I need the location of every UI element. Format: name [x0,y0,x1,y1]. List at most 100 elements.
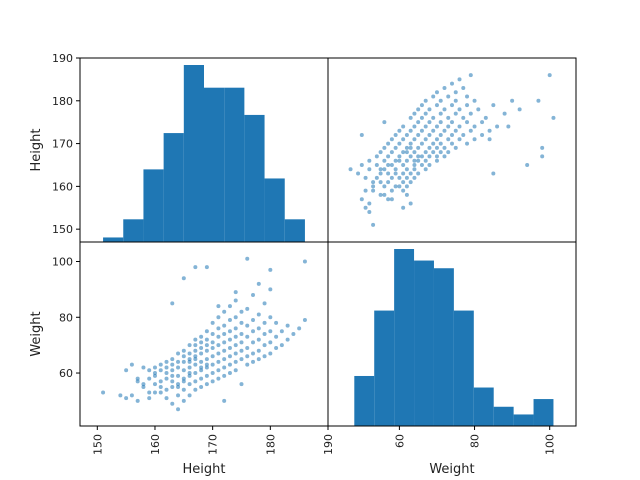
scatter-point-bottom [193,379,198,384]
scatter-point-top [371,222,376,227]
scatter-point-top [386,154,391,159]
scatter-point-bottom [141,382,146,387]
scatter-point-bottom [176,359,181,364]
scatter-point-top [434,103,439,108]
scatter-point-bottom [152,390,157,395]
scatter-point-bottom [245,362,250,367]
weight-hist-bar [533,399,554,426]
scatter-point-bottom [227,304,232,309]
scatter-point-top [359,162,364,167]
ytick-label-height: 190 [52,52,73,65]
scatter-point-top [401,150,406,155]
scatter-point-bottom [147,368,152,373]
scatter-point-top [374,154,379,159]
scatter-point-bottom [262,301,267,306]
scatter-point-bottom [181,387,186,392]
scatter-point-bottom [193,348,198,353]
scatter-point-top [397,184,402,189]
scatter-point-top [434,158,439,163]
scatter-point-bottom [170,362,175,367]
scatter-point-bottom [227,354,232,359]
scatter-point-top [359,197,364,202]
height-hist-bar [224,87,245,242]
scatter-point-top [412,150,417,155]
scatter-point-bottom [262,354,267,359]
scatter-point-top [412,175,417,180]
scatter-point-top [438,133,443,138]
scatter-point-bottom [187,359,192,364]
scatter-point-bottom [274,345,279,350]
scatter-point-top [547,73,552,78]
scatter-point-bottom [245,345,250,350]
scatter-point-top [419,141,424,146]
scatter-point-top [450,120,454,125]
scatter-point-bottom [239,309,244,314]
scatter-point-top [431,128,436,133]
height-hist-bar [244,114,265,242]
scatter-point-top [401,162,406,167]
scatter-point-bottom [158,390,163,395]
xtick-label-weight: 80 [469,434,482,448]
scatter-point-bottom [164,396,169,401]
scatter-point-bottom [245,256,250,261]
scatter-point-bottom [262,332,267,336]
scatter-point-bottom [210,379,215,384]
scatter-point-top [446,94,451,99]
weight-hist-bar [394,249,415,426]
scatter-point-top [495,124,500,129]
scatter-point-top [374,175,379,180]
scatter-point-bottom [181,276,186,281]
scatter-point-bottom [222,323,227,328]
scatter-point-bottom [216,304,221,309]
scatter-point-bottom [204,365,209,370]
scatter-point-bottom [181,354,186,359]
scatter-point-top [450,103,454,108]
scatter-point-bottom [199,368,204,373]
scatter-point-bottom [245,306,250,311]
scatter-point-top [408,180,413,185]
weight-hist-bar [513,414,534,426]
scatter-point-top [423,111,428,116]
height-histogram-panel [103,65,305,242]
scatter-point-bottom [268,287,273,292]
scatter-point-top [491,171,496,176]
scatter-point-top [480,120,485,125]
scatter-point-bottom [210,362,215,367]
scatter-point-top [371,180,376,185]
scatter-point-bottom [181,359,186,364]
scatter-point-top [359,133,364,138]
scatter-point-top [356,171,361,176]
scatter-point-top [468,128,473,133]
scatter-point-top [551,115,556,120]
scatter-point-bottom [256,337,261,342]
xtick-label-height: 150 [91,434,104,455]
scatter-point-bottom [216,368,221,373]
scatter-point-top [446,115,451,120]
xlabel-weight: Weight [429,462,474,477]
scatter-point-bottom [251,292,256,297]
scatter-point-bottom [216,315,221,320]
scatter-point-top [416,145,421,150]
scatter-point-top [401,188,406,193]
scatter-point-bottom [158,362,163,367]
scatter-point-bottom [129,362,134,367]
scatter-point-top [397,158,402,163]
scatter-point-bottom [233,298,238,303]
scatter-point-top [404,167,409,172]
scatter-point-top [393,167,398,172]
scatter-point-bottom [239,357,244,362]
scatter-point-top [472,124,477,129]
scatter-point-top [434,154,439,159]
scatter-point-bottom [147,396,152,401]
scatter-point-top [423,137,428,142]
ylabel-height: Height [29,129,44,172]
scatter-point-top [461,85,466,90]
scatter-point-bottom [233,334,238,339]
scatter-point-top [404,192,409,197]
scatter-point-top [465,103,470,108]
scatter-point-top [389,197,394,202]
scatter-point-top [412,124,417,129]
scatter-point-top [434,145,439,150]
scatter-point-top [397,175,402,180]
scatter-point-bottom [222,309,227,314]
